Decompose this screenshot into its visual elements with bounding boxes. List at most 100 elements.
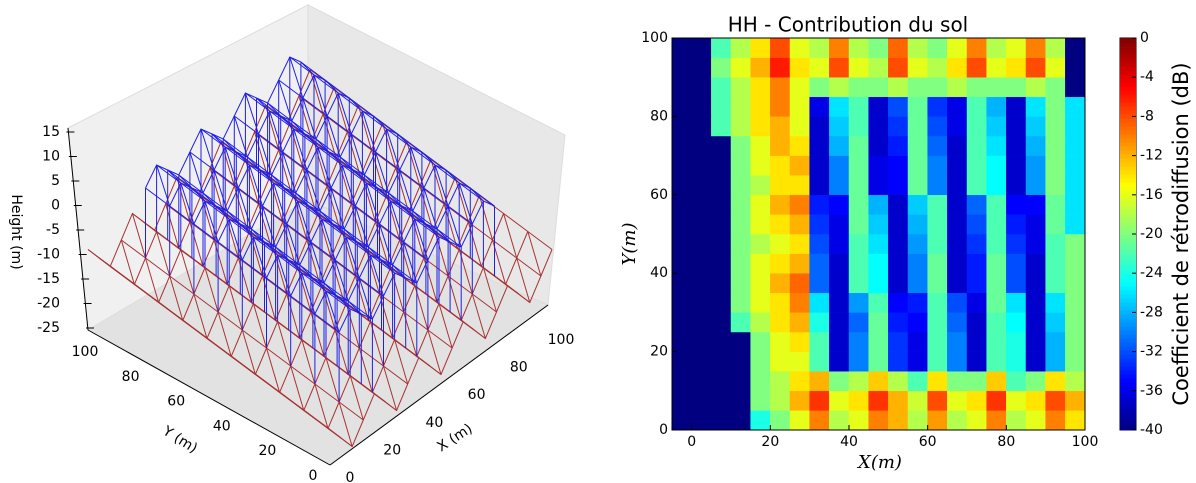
heatmap-cell bbox=[671, 292, 692, 313]
heatmap-cell bbox=[770, 214, 791, 235]
heatmap-cell bbox=[966, 96, 987, 117]
heatmap-cell bbox=[809, 155, 830, 176]
colorbar-segment bbox=[1120, 206, 1136, 211]
y-tick-label: 20 bbox=[650, 344, 668, 360]
heatmap-cell bbox=[730, 194, 751, 215]
heatmap-cell bbox=[829, 292, 850, 313]
heatmap-cell bbox=[986, 76, 1007, 98]
mesh-line bbox=[326, 115, 341, 158]
mesh-line bbox=[156, 231, 171, 277]
mesh-line bbox=[338, 401, 353, 447]
colorbar-segment bbox=[1120, 210, 1136, 215]
mesh-line bbox=[258, 133, 273, 176]
heatmap-cell bbox=[927, 351, 948, 372]
colorbar-segment bbox=[1120, 390, 1136, 395]
heatmap-cell bbox=[829, 233, 850, 254]
heatmap-cell bbox=[927, 253, 948, 274]
colorbar-segment bbox=[1120, 66, 1136, 71]
heatmap-cell bbox=[711, 253, 732, 274]
mesh-line bbox=[178, 174, 373, 320]
colorbar-segment bbox=[1120, 414, 1136, 419]
colorbar-segment bbox=[1120, 418, 1136, 423]
heatmap-cell bbox=[730, 57, 751, 78]
y-tick-label: 80 bbox=[650, 108, 668, 124]
colorbar-segment bbox=[1120, 142, 1136, 147]
mesh-line bbox=[109, 266, 353, 447]
heatmap-cell bbox=[1006, 116, 1027, 137]
colorbar-segment bbox=[1120, 250, 1136, 255]
colorbar-segment bbox=[1120, 230, 1136, 235]
colorbar-segment bbox=[1120, 178, 1136, 183]
heatmap-cell bbox=[809, 331, 830, 352]
heatmap-cell bbox=[691, 174, 712, 196]
heatmap-cell bbox=[809, 57, 830, 78]
colorbar-segment bbox=[1120, 246, 1136, 251]
heatmap-cell bbox=[927, 370, 948, 392]
heatmap-cell bbox=[1006, 76, 1027, 98]
colorbar-segment bbox=[1120, 158, 1136, 163]
heatmap-cell bbox=[888, 253, 909, 274]
heatmap-cell bbox=[1065, 272, 1086, 294]
heatmap-cell bbox=[966, 174, 987, 196]
heatmap-cell bbox=[770, 292, 791, 313]
heatmap-cell bbox=[1065, 214, 1086, 235]
heatmap-cell bbox=[1045, 390, 1066, 411]
heatmap-cell bbox=[829, 272, 850, 294]
heatmap-cell bbox=[907, 194, 928, 215]
heatmap-cell bbox=[1025, 370, 1046, 392]
heatmap-cell bbox=[848, 116, 869, 137]
heatmap-cell bbox=[868, 351, 889, 372]
heatmap-cell bbox=[947, 194, 968, 215]
heatmap-cell bbox=[848, 214, 869, 235]
heatmap-cell bbox=[927, 135, 948, 156]
heatmap-cell bbox=[1065, 57, 1086, 78]
colorbar-segment bbox=[1120, 398, 1136, 403]
y-tick-label: 60 bbox=[167, 394, 185, 410]
colorbar-segment bbox=[1120, 370, 1136, 375]
colorbar-segment bbox=[1120, 222, 1136, 227]
colorbar-segment bbox=[1120, 182, 1136, 187]
colorbar-segment bbox=[1120, 126, 1136, 131]
heatmap-cell bbox=[1025, 253, 1046, 274]
x-axis-label: X(m) bbox=[856, 452, 902, 473]
heatmap-cell bbox=[711, 116, 732, 137]
heatmap-cell bbox=[907, 116, 928, 137]
heatmap-cell bbox=[888, 233, 909, 254]
heatmap-cell bbox=[868, 370, 889, 392]
mesh-line bbox=[233, 115, 248, 158]
mesh-line bbox=[298, 95, 542, 277]
heatmap-cell bbox=[711, 292, 732, 313]
heatmap-cell bbox=[848, 410, 869, 431]
heatmap-cell bbox=[750, 194, 771, 215]
heatmap-cell bbox=[947, 253, 968, 274]
heatmap-cell bbox=[1006, 331, 1027, 352]
heatmap-cell bbox=[750, 410, 771, 431]
heatmap-cell bbox=[1025, 96, 1046, 117]
mesh-line bbox=[241, 329, 256, 375]
heatmap-cell bbox=[888, 292, 909, 313]
z-tick-label: -25 bbox=[37, 320, 60, 336]
plot-frame bbox=[671, 37, 1086, 431]
mesh-line bbox=[224, 146, 239, 189]
heatmap-cell bbox=[907, 331, 928, 352]
colorbar-segment bbox=[1120, 350, 1136, 355]
heatmap-cell bbox=[927, 410, 948, 431]
heatmap-cell bbox=[750, 233, 771, 254]
heatmap-cell bbox=[750, 116, 771, 137]
heatmap-cell bbox=[750, 96, 771, 117]
heatmap-cell bbox=[789, 135, 810, 156]
heatmap-cell bbox=[986, 116, 1007, 137]
heatmap-cell bbox=[848, 76, 869, 98]
heatmap-cell bbox=[671, 214, 692, 235]
colorbar-segment bbox=[1120, 310, 1136, 315]
heatmap-cell bbox=[1006, 351, 1027, 372]
colorbar-segment bbox=[1120, 238, 1136, 243]
wireframe bbox=[87, 56, 553, 448]
heatmap-cell bbox=[770, 194, 791, 215]
heatmap-cell bbox=[671, 410, 692, 431]
heatmap-cell bbox=[809, 194, 830, 215]
heatmap-cell bbox=[1045, 233, 1066, 254]
mesh-line bbox=[471, 293, 486, 339]
heatmap-cell bbox=[809, 174, 830, 196]
heatmap-cell bbox=[888, 116, 909, 137]
